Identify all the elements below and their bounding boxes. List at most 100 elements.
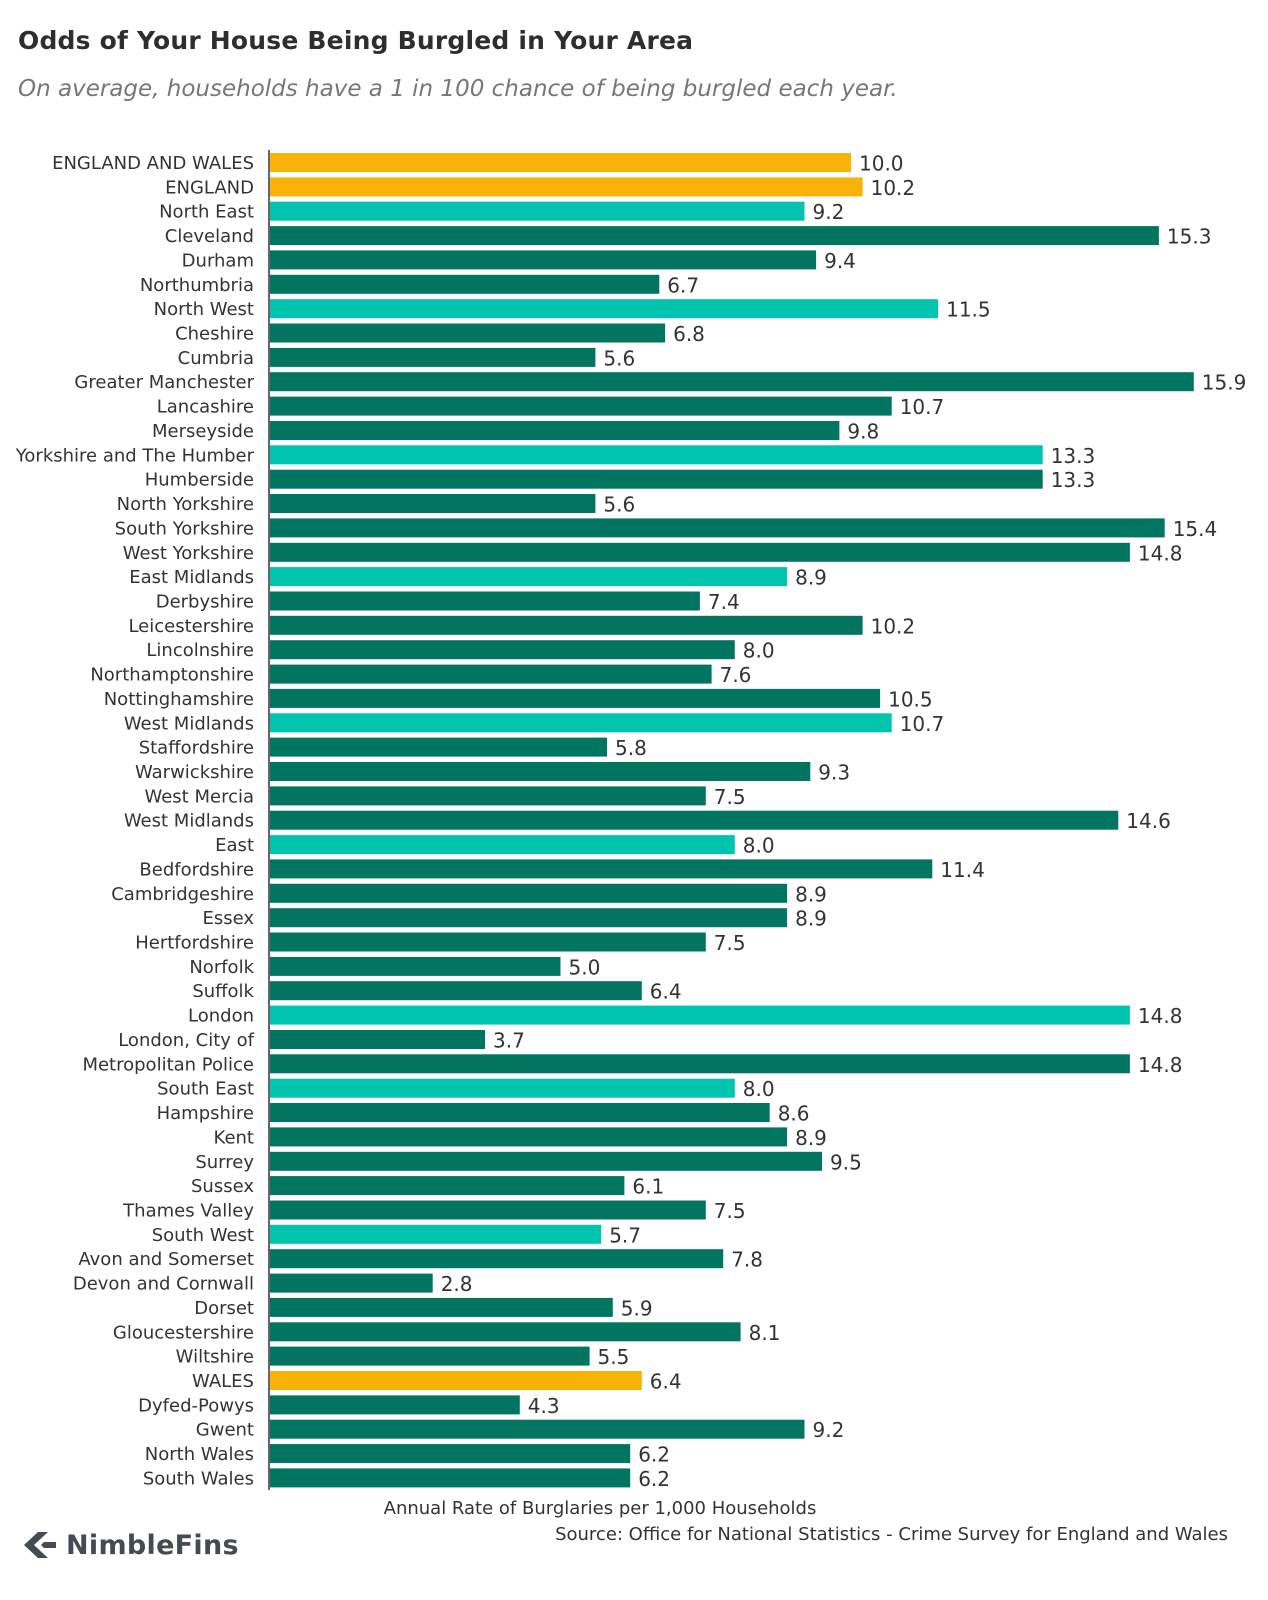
bar-south-yorkshire — [270, 518, 1165, 538]
category-label: East Midlands — [129, 567, 254, 588]
bar-gloucestershire — [270, 1322, 741, 1342]
bar-cambridgeshire — [270, 883, 788, 903]
value-label: 8.1 — [749, 1321, 781, 1345]
value-label: 9.4 — [824, 249, 856, 273]
bar-hampshire — [270, 1103, 770, 1122]
category-label: South West — [152, 1225, 254, 1246]
category-label: Lincolnshire — [146, 640, 254, 661]
bar-south-west — [270, 1224, 602, 1244]
bar-west-midlands — [270, 713, 892, 733]
value-label: 8.0 — [743, 639, 775, 663]
bar-staffordshire — [270, 737, 607, 757]
bar-south-wales — [270, 1468, 631, 1488]
value-label: 5.0 — [569, 955, 601, 979]
category-label: Norfolk — [189, 957, 254, 978]
category-label: Lancashire — [157, 397, 254, 418]
source-note: Source: Office for National Statistics -… — [555, 1524, 1228, 1545]
category-label: West Mercia — [144, 786, 254, 807]
category-label: North West — [154, 299, 254, 320]
bar-sussex — [270, 1176, 625, 1196]
category-label: Warwickshire — [135, 762, 254, 783]
value-label: 7.6 — [720, 663, 752, 687]
bar-gwent — [270, 1419, 805, 1439]
bar-north-wales — [270, 1444, 631, 1464]
bar-west-yorkshire — [270, 542, 1130, 562]
category-label: Kent — [214, 1127, 254, 1148]
category-label: Leicestershire — [128, 616, 254, 637]
bar-dorset — [270, 1297, 613, 1317]
chart-title: Odds of Your House Being Burgled in Your… — [18, 26, 694, 55]
bar-thames-valley — [270, 1200, 706, 1220]
category-label: Cambridgeshire — [111, 884, 254, 905]
value-label: 11.5 — [946, 298, 991, 322]
value-label: 8.0 — [743, 834, 775, 858]
bar-surrey — [270, 1151, 822, 1171]
value-label: 8.9 — [795, 1126, 827, 1150]
bar-northamptonshire — [270, 664, 712, 684]
bar-lincolnshire — [270, 640, 735, 660]
bar-hertfordshire — [270, 932, 706, 952]
category-label: London, City of — [118, 1030, 254, 1051]
bar-cumbria — [270, 347, 596, 367]
value-label: 10.7 — [900, 395, 945, 419]
value-label: 9.5 — [830, 1150, 862, 1174]
value-label: 9.2 — [813, 200, 845, 224]
bar-nottinghamshire — [270, 688, 881, 708]
category-label: East — [215, 835, 254, 856]
category-label: WALES — [192, 1371, 254, 1392]
category-label: Cumbria — [178, 348, 254, 369]
bar-metropolitan-police — [270, 1054, 1130, 1074]
category-label: Durham — [182, 250, 254, 271]
bar-leicestershire — [270, 615, 863, 635]
bar-lancashire — [270, 396, 892, 416]
category-label: Thames Valley — [122, 1201, 254, 1222]
value-label: 9.8 — [847, 420, 879, 444]
value-label: 6.4 — [650, 980, 682, 1004]
bar-bedfordshire — [270, 859, 933, 879]
bar-durham — [270, 250, 817, 270]
bar-wiltshire — [270, 1346, 590, 1366]
value-label: 5.8 — [615, 736, 647, 760]
category-label: Humberside — [145, 470, 254, 491]
category-label: Sussex — [191, 1176, 254, 1197]
value-label: 7.5 — [714, 785, 746, 809]
bar-east-midlands — [270, 567, 788, 587]
category-label: Staffordshire — [139, 738, 254, 759]
category-label: Nottinghamshire — [104, 689, 254, 710]
category-label: North Yorkshire — [117, 494, 254, 515]
value-label: 15.9 — [1202, 371, 1247, 395]
value-label: 11.4 — [940, 858, 985, 882]
bar-derbyshire — [270, 591, 700, 611]
value-label: 14.8 — [1138, 1053, 1183, 1077]
bar-london-city-of — [270, 1030, 485, 1049]
category-label: North Wales — [145, 1444, 254, 1465]
logo-text: NimbleFins — [66, 1529, 239, 1561]
x-axis-label: Annual Rate of Burglaries per 1,000 Hous… — [383, 1498, 817, 1519]
bar-england — [270, 177, 863, 197]
value-label: 6.7 — [667, 273, 699, 297]
category-label: Suffolk — [192, 981, 254, 1002]
value-label: 5.7 — [609, 1223, 641, 1247]
value-label: 15.3 — [1167, 225, 1212, 249]
value-label: 9.3 — [818, 761, 850, 785]
bar-west-mercia — [270, 786, 706, 806]
category-label: Surrey — [195, 1152, 254, 1173]
category-label: Northamptonshire — [90, 665, 254, 686]
bar-south-east — [270, 1078, 735, 1098]
value-label: 6.1 — [632, 1175, 664, 1199]
bar-suffolk — [270, 981, 642, 1001]
value-label: 4.3 — [528, 1394, 560, 1418]
category-label: ENGLAND AND WALES — [52, 153, 254, 174]
bar-north-east — [270, 201, 805, 221]
category-labels-group: ENGLAND AND WALES ENGLAND North East Clevel… — [15, 153, 255, 1489]
bar-chart: ENGLAND AND WALES ENGLAND North East Clevel… — [15, 150, 1247, 1491]
value-label: 5.6 — [603, 346, 635, 370]
bar-greater-manchester — [270, 372, 1194, 392]
value-label: 7.8 — [731, 1248, 763, 1272]
value-label: 5.5 — [598, 1345, 630, 1369]
chart-subtitle: On average, households have a 1 in 100 c… — [18, 76, 898, 102]
bar-north-west — [270, 299, 939, 319]
value-label: 6.8 — [673, 322, 705, 346]
category-label: London — [188, 1006, 254, 1027]
value-label: 5.6 — [603, 493, 635, 517]
